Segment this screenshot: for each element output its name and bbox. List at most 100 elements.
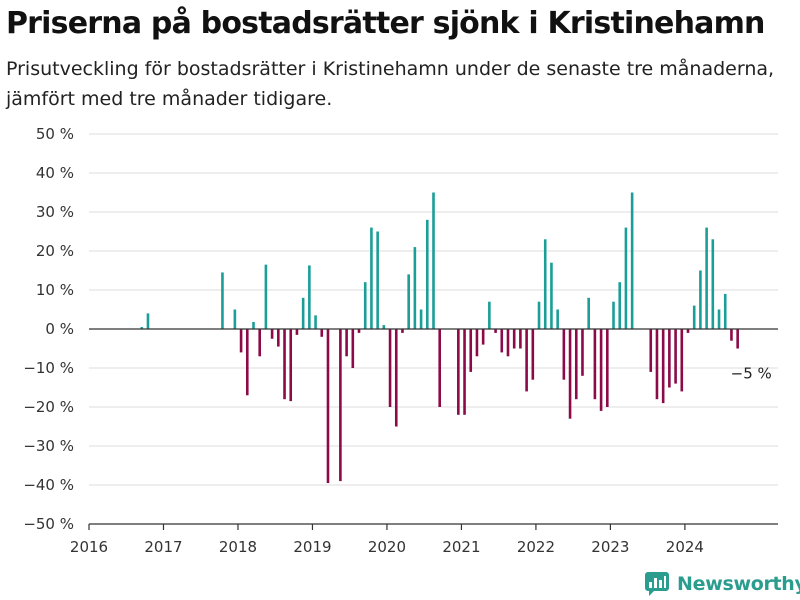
bar (432, 192, 435, 329)
bar (221, 272, 224, 329)
bar (457, 329, 460, 415)
bar (531, 329, 535, 380)
bar (512, 329, 516, 349)
x-tick-label: 2017 (144, 538, 182, 556)
bar (574, 329, 578, 400)
newsworthy-logo-icon (645, 572, 669, 596)
x-tick-label: 2022 (517, 538, 555, 556)
bar (606, 329, 609, 407)
bar (494, 329, 497, 333)
y-tick-label: −20 % (23, 398, 74, 416)
bar (475, 329, 479, 357)
bar (481, 329, 485, 345)
bar (394, 329, 398, 427)
bar (506, 329, 510, 357)
bar (339, 329, 342, 482)
bar (717, 309, 721, 329)
x-tick-label: 2020 (368, 538, 406, 556)
bar (705, 227, 708, 329)
bar (661, 329, 665, 404)
axes (88, 328, 778, 530)
bar (668, 329, 671, 388)
annotation-label: −5 % (731, 365, 772, 383)
bar (692, 305, 696, 329)
x-tick-label: 2016 (70, 538, 108, 556)
bar (463, 329, 466, 415)
bar (239, 329, 243, 353)
bar (270, 329, 274, 339)
bar (587, 297, 590, 329)
bar (730, 329, 733, 341)
bar (519, 329, 522, 349)
bar (612, 301, 615, 329)
bar (320, 329, 324, 337)
bar (624, 227, 628, 329)
bar (680, 329, 684, 392)
bars (140, 192, 739, 484)
x-tick-label: 2021 (442, 538, 480, 556)
bar (525, 329, 528, 392)
bar (289, 329, 293, 402)
bar (736, 329, 739, 349)
bar (562, 329, 566, 380)
bar (388, 329, 392, 407)
bar (401, 329, 404, 333)
bar (258, 329, 261, 357)
bar (277, 329, 280, 347)
bar (140, 327, 144, 329)
bar (469, 329, 473, 372)
bar (295, 329, 299, 335)
bar (438, 329, 442, 407)
bar (686, 329, 690, 333)
chart-title: Priserna på bostadsrätter sjönk i Kristi… (6, 6, 765, 41)
bar (500, 329, 504, 353)
y-tick-label: 0 % (45, 320, 74, 338)
bar (550, 262, 553, 329)
bar (357, 329, 361, 333)
bar (419, 309, 423, 329)
bar (363, 282, 367, 329)
bar (146, 313, 150, 329)
bar (723, 293, 727, 329)
x-tick-label: 2019 (293, 538, 331, 556)
y-tick-label: 20 % (36, 242, 74, 260)
bar (245, 329, 249, 396)
bar (407, 274, 410, 329)
bar (488, 301, 491, 329)
x-tick-label: 2024 (666, 538, 704, 556)
bar (599, 329, 603, 411)
bar (413, 247, 417, 329)
x-tick-label: 2018 (219, 538, 257, 556)
bar (351, 329, 355, 368)
x-tick-label: 2023 (591, 538, 629, 556)
chart-subtitle: Prisutveckling för bostadsrätter i Krist… (6, 58, 775, 110)
y-tick-label: −50 % (23, 515, 74, 533)
y-tick-label: 40 % (36, 164, 74, 182)
bar (345, 329, 348, 357)
bar (252, 321, 255, 329)
bar (376, 231, 379, 329)
bar (699, 270, 702, 329)
bar (543, 239, 547, 329)
tick-labels: 50 % 40 % 30 % 20 % 10 % 0 % −10 % −20 % −30 % −4… (23, 125, 704, 556)
bar (537, 301, 541, 329)
bar (556, 309, 559, 329)
bar (314, 315, 317, 329)
bar (649, 329, 653, 372)
bar (301, 297, 305, 329)
y-tick-label: −30 % (23, 437, 74, 455)
y-tick-label: 50 % (36, 125, 74, 143)
bar (326, 329, 330, 484)
y-tick-label: −10 % (23, 359, 74, 377)
bar (581, 329, 584, 376)
bar (655, 329, 659, 400)
bar (264, 264, 268, 329)
y-tick-label: 30 % (36, 203, 74, 221)
bar (308, 265, 311, 329)
bar (283, 329, 286, 400)
y-tick-label: −40 % (23, 476, 74, 494)
bar (382, 325, 386, 329)
newsworthy-logo: Newsworthy (644, 570, 800, 598)
bar (618, 282, 622, 329)
